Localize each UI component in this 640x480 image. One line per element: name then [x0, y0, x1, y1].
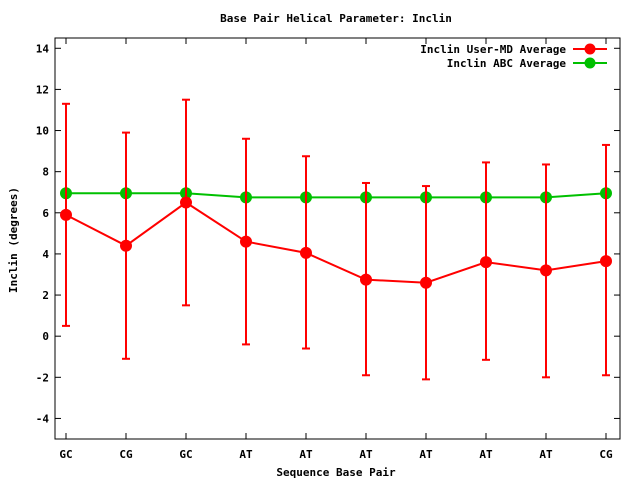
x-tick-label: AT [359, 448, 373, 461]
series-line [65, 201, 607, 284]
chart-title: Base Pair Helical Parameter: Inclin [220, 12, 452, 25]
data-point [300, 246, 312, 259]
y-tick-label: 8 [42, 166, 49, 179]
y-tick-label: 14 [36, 42, 50, 55]
data-point [540, 264, 552, 277]
x-axis-label: Sequence Base Pair [276, 466, 396, 479]
y-axis: -4 -2 0 2 4 6 8 10 12 14 [36, 42, 620, 425]
series-layer [60, 98, 612, 381]
x-tick-label: GC [179, 448, 192, 461]
x-tick-label: AT [239, 448, 253, 461]
series-line [66, 192, 607, 199]
y-tick-label: 4 [42, 248, 49, 261]
data-point [120, 239, 132, 252]
x-tick-label: GC [59, 448, 72, 461]
y-tick-label: 6 [42, 207, 49, 220]
data-point [180, 196, 192, 209]
y-tick-label: -4 [36, 412, 50, 425]
y-axis-label: Inclin (degrees) [7, 187, 20, 293]
data-point [240, 235, 252, 248]
x-tick-label: CG [599, 448, 613, 461]
x-tick-label: AT [479, 448, 493, 461]
y-tick-label: -2 [36, 371, 49, 384]
data-point [480, 256, 492, 269]
series-0 [60, 98, 612, 381]
y-tick-label: 10 [36, 125, 49, 138]
series-1 [60, 187, 612, 204]
x-tick-label: AT [539, 448, 553, 461]
data-point [360, 273, 372, 286]
legend-label: Inclin User-MD Average [420, 43, 566, 56]
y-tick-label: 0 [42, 330, 49, 343]
x-tick-label: CG [119, 448, 133, 461]
y-tick-label: 12 [36, 83, 49, 96]
legend-marker [584, 57, 596, 69]
x-axis: GC CG GC AT AT AT AT AT AT CG [59, 38, 613, 461]
x-tick-label: AT [299, 448, 313, 461]
y-tick-label: 2 [42, 289, 49, 302]
data-point [60, 208, 72, 221]
legend-label: Inclin ABC Average [447, 57, 567, 70]
plot-frame [54, 37, 621, 440]
legend-marker [584, 43, 596, 55]
x-tick-label: AT [419, 448, 433, 461]
data-point [600, 255, 612, 268]
data-point [420, 276, 432, 289]
